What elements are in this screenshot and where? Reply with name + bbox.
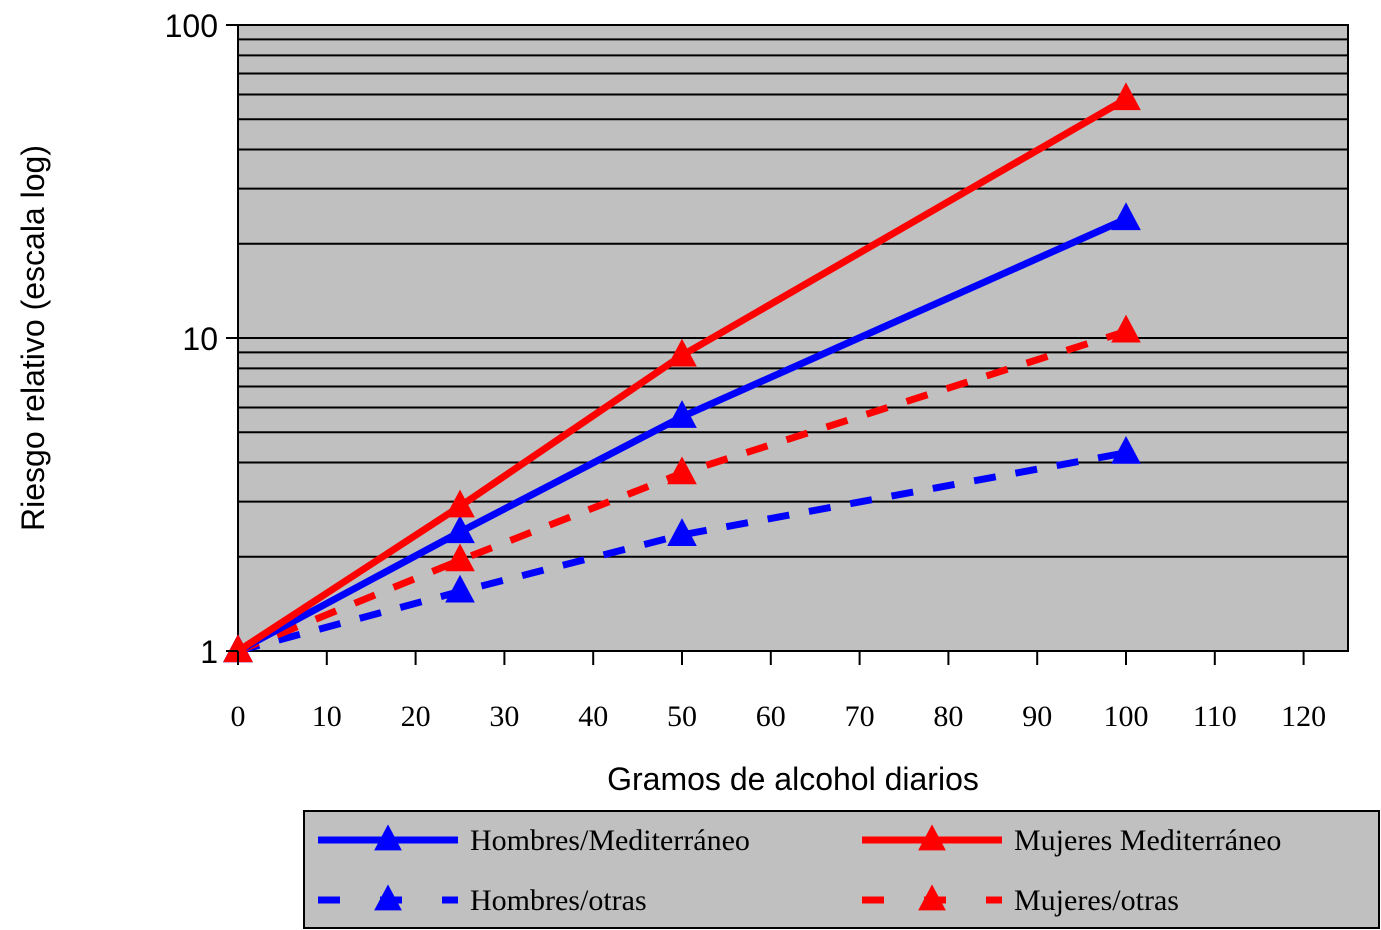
legend-label: Hombres/Mediterráneo [470, 824, 750, 857]
series-layer [223, 82, 1141, 663]
x-tick-label: 70 [845, 700, 875, 733]
y-tick-label: 100 [165, 8, 218, 44]
x-tick-label: 90 [1022, 700, 1052, 733]
x-tick-label: 120 [1281, 700, 1326, 733]
data-point [445, 574, 475, 603]
x-tick-label: 110 [1193, 700, 1237, 733]
data-point [445, 489, 475, 518]
y-tick-label: 10 [182, 321, 218, 357]
data-point [1111, 82, 1141, 111]
data-point [374, 884, 402, 911]
data-point [667, 338, 697, 367]
series-line [236, 96, 1128, 654]
legend: Hombres/Mediterráneo Mujeres Mediterráneo… [303, 810, 1380, 929]
x-tick-label: 0 [231, 700, 246, 733]
data-point [918, 884, 946, 911]
legend-item: Mujeres/otras [862, 884, 1179, 917]
x-tick-label: 10 [312, 700, 342, 733]
x-tick-label: 40 [578, 700, 608, 733]
data-point [667, 400, 697, 428]
data-point [1111, 202, 1141, 231]
legend-label: Mujeres Mediterráneo [1014, 824, 1281, 857]
legend-item: Hombres/Mediterráneo [318, 824, 750, 857]
x-axis-label: Gramos de alcohol diarios [607, 761, 979, 797]
legend-box [303, 810, 1380, 929]
data-point [667, 518, 697, 546]
x-tick-label: 100 [1104, 700, 1149, 733]
data-point [445, 515, 475, 544]
data-point [918, 824, 946, 851]
series-1 [223, 82, 1141, 663]
x-tick-label: 30 [489, 700, 519, 733]
legend-item: Mujeres Mediterráneo [862, 824, 1281, 857]
y-tick-label: 1 [200, 634, 218, 670]
data-point [1111, 314, 1141, 343]
x-tick-label: 60 [756, 700, 786, 733]
y-axis: 1 10 100 [165, 8, 238, 670]
series-line [237, 449, 1127, 655]
series-line [236, 215, 1128, 655]
gridlines [238, 38, 1348, 558]
legend-label: Mujeres/otras [1014, 884, 1179, 917]
x-axis: 0 10 20 30 40 50 60 70 80 90 100 110 120 [231, 651, 1326, 733]
legend-item: Hombres/otras [318, 884, 647, 917]
y-axis-label: Riesgo relativo (escala log) [15, 145, 51, 531]
data-point [1111, 436, 1141, 464]
x-tick-label: 80 [933, 700, 963, 733]
data-point [667, 456, 697, 485]
data-point [374, 824, 402, 851]
x-tick-label: 50 [667, 700, 697, 733]
x-tick-label: 20 [401, 700, 431, 733]
data-point [445, 543, 475, 572]
legend-label: Hombres/otras [470, 884, 647, 917]
